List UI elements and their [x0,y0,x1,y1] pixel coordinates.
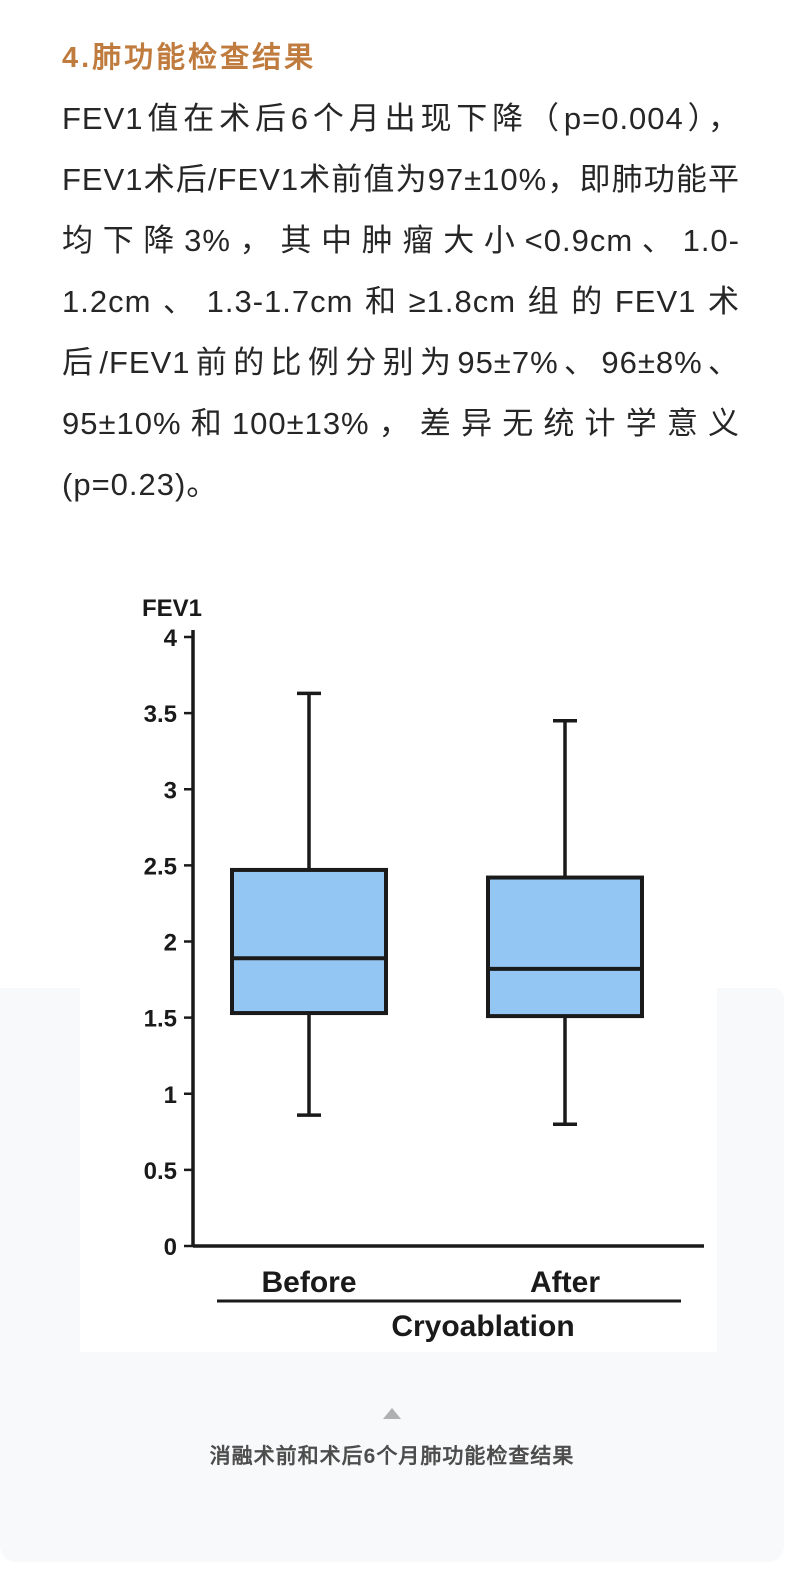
svg-text:FEV1: FEV1 [142,595,202,622]
svg-text:1: 1 [164,1082,177,1109]
triangle-up-icon [383,1408,401,1419]
svg-text:After: After [530,1266,600,1299]
svg-text:3: 3 [164,777,177,804]
chart-card: FEV1 0 0.5 1 1.5 2 2.5 3 3.5 4 Before After Cryoabla… [80,560,717,1352]
figure-caption: 消融术前和术后6个月肺功能检查结果 [209,1445,575,1468]
figure-caption-block: 消融术前和术后6个月肺功能检查结果 [0,1406,784,1470]
section-heading: 4.肺功能检查结果 [62,42,317,74]
svg-text:2.5: 2.5 [144,853,177,880]
svg-text:Before: Before [261,1266,356,1299]
svg-text:Cryoablation: Cryoablation [391,1310,574,1343]
svg-text:3.5: 3.5 [144,701,177,728]
svg-text:1.5: 1.5 [144,1006,177,1033]
svg-text:2: 2 [164,930,177,957]
svg-text:0.5: 0.5 [144,1158,177,1185]
body-paragraph: FEV1值在术后6个月出现下降（p=0.004），FEV1术后/FEV1术前值为… [62,101,740,502]
svg-text:0: 0 [164,1234,177,1261]
fev1-boxplot-chart: FEV1 0 0.5 1 1.5 2 2.5 3 3.5 4 Before After Cryoabla… [142,595,704,1343]
svg-text:4: 4 [164,625,178,652]
